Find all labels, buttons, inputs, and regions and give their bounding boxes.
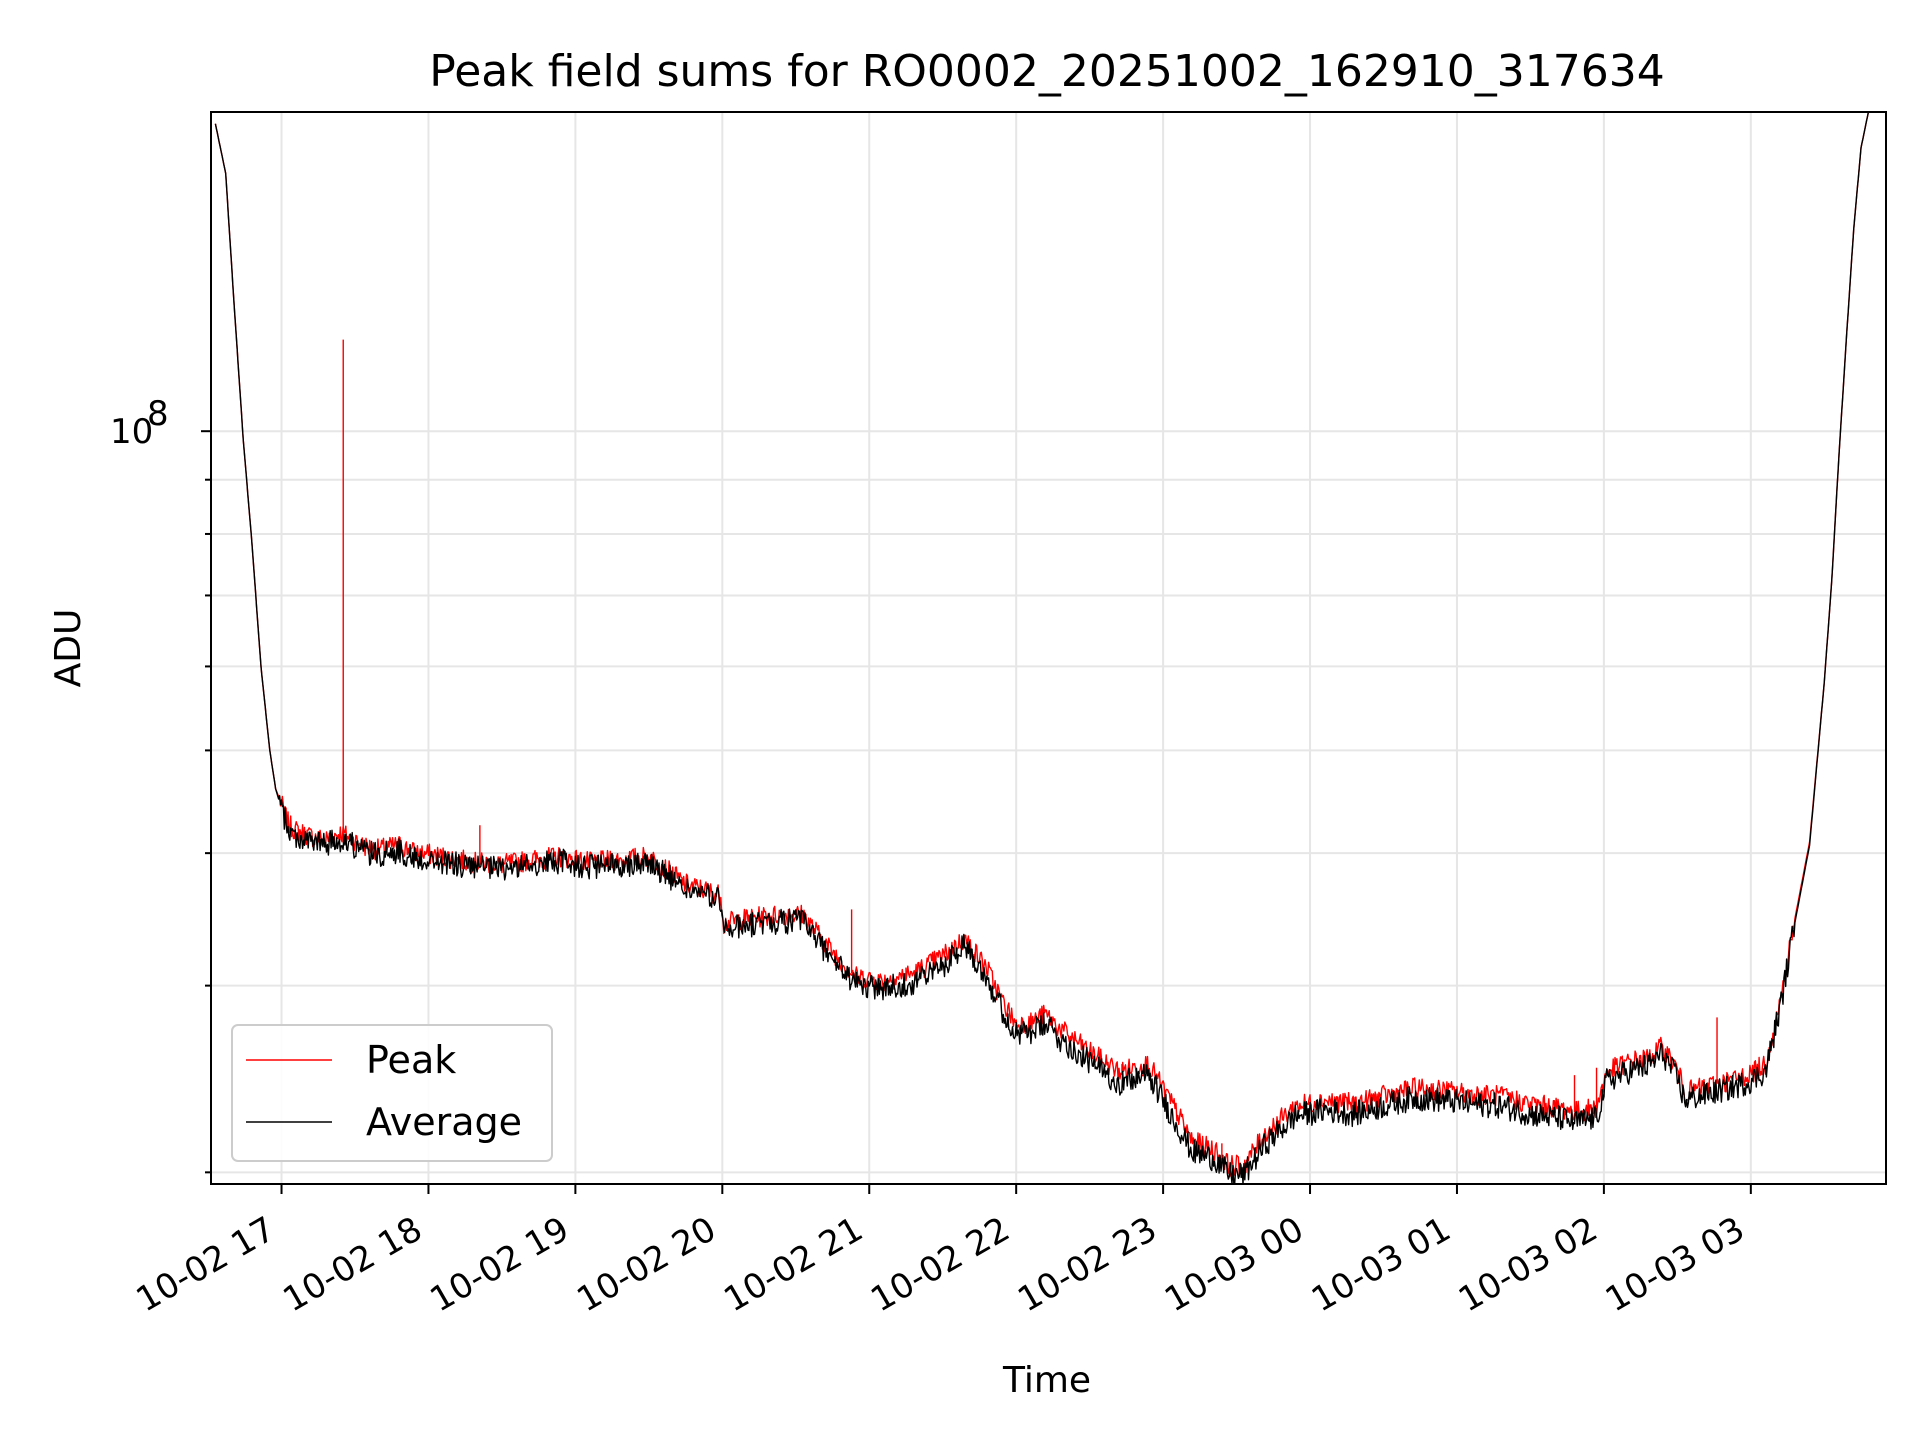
plot-frame [210,111,1887,1185]
series-line-average [214,111,1884,1185]
y-tick-label: 10 [110,412,153,452]
series-layer [214,111,1884,1185]
y-axis: 108 [110,394,211,1174]
legend-label-average: Average [366,1100,522,1144]
grid [211,112,1886,1184]
y-axis-title: ADU [48,609,89,688]
legend-box [231,1024,553,1162]
legend-label-peak: Peak [366,1038,456,1082]
legend: Peak Average [231,1024,553,1162]
chart-title: Peak field sums for RO0002_20251002_1629… [429,46,1665,97]
x-axis-title: Time [1002,1360,1091,1401]
y-tick-label-exponent: 8 [147,394,169,434]
